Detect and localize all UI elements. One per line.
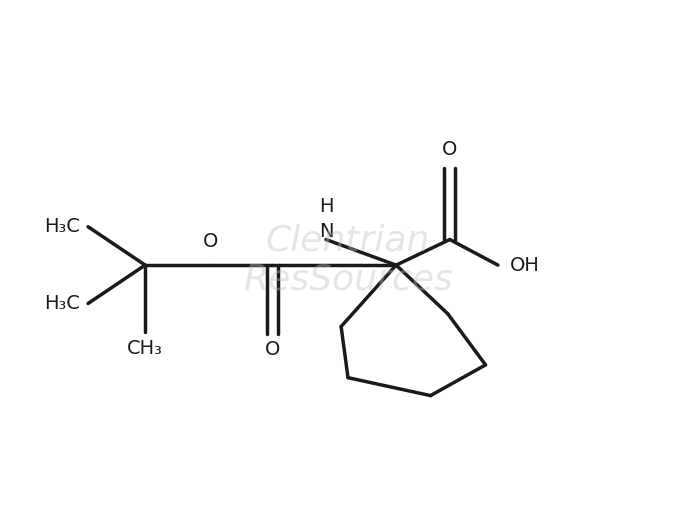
Text: N: N: [319, 223, 333, 241]
Text: OH: OH: [510, 256, 540, 275]
Text: O: O: [442, 140, 457, 159]
Text: H₃C: H₃C: [44, 294, 80, 313]
Text: O: O: [203, 232, 218, 251]
Text: CH₃: CH₃: [127, 340, 163, 358]
Text: O: O: [264, 340, 280, 359]
Text: H: H: [319, 197, 333, 216]
Text: Clentrian
ResSources: Clentrian ResSources: [243, 223, 453, 297]
Text: H₃C: H₃C: [44, 217, 80, 236]
